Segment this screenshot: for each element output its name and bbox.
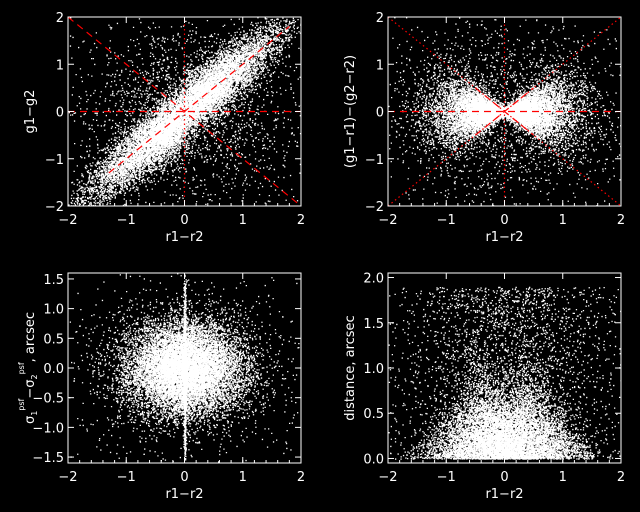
x-tick-label: 1 xyxy=(559,470,567,485)
y-tick-label: 1.5 xyxy=(43,273,64,288)
x-tick-label: 0 xyxy=(180,213,188,228)
x-tick-label: 0 xyxy=(500,470,508,485)
x-tick-label: 1 xyxy=(239,470,247,485)
x-axis-label: r1−r2 xyxy=(165,487,203,502)
y-tick-label: 0 xyxy=(56,106,64,121)
y-tick-label: 1 xyxy=(376,58,384,73)
y-tick-label: 0.0 xyxy=(43,362,64,377)
x-tick-label: −2 xyxy=(58,470,77,485)
x-tick-label: 2 xyxy=(297,470,305,485)
y-tick-label: −2 xyxy=(365,200,384,215)
y-tick-label: 1 xyxy=(56,58,64,73)
y-tick-label: −1 xyxy=(45,153,64,168)
x-tick-label: 1 xyxy=(559,213,567,228)
y-axis-label: (g1−r1)−(g2−r2) xyxy=(343,55,358,168)
x-tick-label: −2 xyxy=(378,470,397,485)
x-tick-label: 0 xyxy=(180,470,188,485)
y-tick-label: 1.0 xyxy=(43,303,64,318)
y-tick-label: 0 xyxy=(376,106,384,121)
x-axis-label: r1−r2 xyxy=(165,230,203,245)
x-tick-label: 0 xyxy=(500,213,508,228)
y-tick-label: 1.0 xyxy=(363,362,384,377)
y-tick-label: 0.5 xyxy=(43,332,64,347)
x-tick-label: 2 xyxy=(617,470,625,485)
x-axis-label: r1−r2 xyxy=(485,487,523,502)
x-tick-label: −2 xyxy=(378,213,397,228)
y-axis-label: g1−g2 xyxy=(23,90,38,134)
x-tick-label: 2 xyxy=(617,213,625,228)
y-tick-label: 1.5 xyxy=(363,317,384,332)
x-tick-label: 1 xyxy=(239,213,247,228)
y-tick-label: 0.5 xyxy=(363,407,384,422)
y-tick-label: 0.0 xyxy=(363,452,384,467)
x-tick-label: −1 xyxy=(437,213,456,228)
x-tick-label: −1 xyxy=(117,470,136,485)
y-tick-label: −1 xyxy=(365,153,384,168)
y-tick-label: −1.5 xyxy=(32,451,64,466)
x-tick-label: −1 xyxy=(117,213,136,228)
y-tick-label: 2.0 xyxy=(363,272,384,287)
y-tick-label: 2 xyxy=(56,11,64,26)
x-tick-label: −1 xyxy=(437,470,456,485)
y-axis-label: distance, arcsec xyxy=(343,315,358,420)
x-tick-label: 2 xyxy=(297,213,305,228)
x-tick-label: −2 xyxy=(58,213,77,228)
y-tick-label: −2 xyxy=(45,200,64,215)
x-axis-label: r1−r2 xyxy=(485,230,523,245)
y-tick-label: 2 xyxy=(376,11,384,26)
